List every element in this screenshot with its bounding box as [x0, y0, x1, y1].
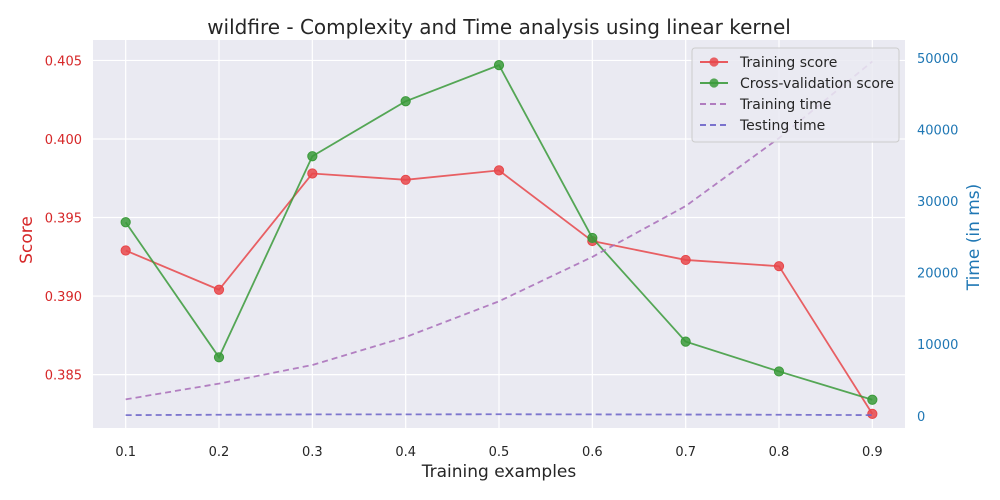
series-cross-validation-score: [120, 60, 878, 405]
x-tick-label: 0.7: [675, 445, 696, 460]
y-right-tick-label: 10000: [917, 338, 958, 353]
legend-box: [691, 47, 900, 143]
x-tick-label: 0.2: [209, 445, 230, 460]
data-point: [307, 151, 318, 162]
x-axis-label: Training examples: [421, 462, 577, 482]
y-left-tick-label: 0.390: [45, 290, 82, 305]
x-tick-label: 0.8: [769, 445, 790, 460]
data-point: [587, 232, 598, 244]
x-tick-labels: 0.1 0.2 0.3 0.4 0.5 0.6 0.7 0.8 0.9: [115, 445, 882, 460]
legend-label: Testing time: [739, 118, 825, 134]
y-right-tick-label: 50000: [917, 52, 958, 67]
series-layer: [120, 60, 878, 419]
series-training-score: [120, 165, 878, 419]
y-right-tick-label: 0: [917, 410, 925, 425]
legend-marker: [709, 78, 719, 88]
series-training-time: [125, 60, 873, 401]
data-point: [400, 174, 411, 185]
legend-marker: [709, 57, 719, 67]
data-point: [307, 168, 318, 179]
x-tick-label: 0.4: [395, 445, 416, 460]
y-right-tick-label: 20000: [917, 267, 958, 282]
y-right-tick-label: 30000: [917, 195, 958, 210]
data-point: [120, 245, 131, 256]
legend-label: Training score: [739, 55, 837, 71]
y-right-axis-label: Time (in ms): [964, 184, 984, 292]
data-point: [773, 261, 785, 272]
data-point: [493, 165, 505, 176]
y-right-tick-label: 40000: [917, 123, 958, 138]
grid: [93, 40, 905, 428]
legend-item: Testing time: [700, 118, 825, 134]
x-tick-label: 0.6: [582, 445, 603, 460]
y-left-tick-label: 0.400: [45, 133, 82, 148]
legend-label: Training time: [739, 97, 831, 113]
legend: Training score Cross-validation score Trai…: [691, 47, 900, 143]
data-point: [400, 96, 411, 107]
x-tick-label: 0.3: [302, 445, 323, 460]
data-point: [773, 366, 785, 377]
legend-item: Training time: [700, 97, 831, 113]
y-left-tick-label: 0.395: [45, 212, 82, 227]
legend-item: Training score: [700, 55, 837, 71]
y-left-tick-label: 0.405: [45, 54, 82, 69]
data-point: [213, 352, 225, 363]
legend-item: Cross-validation score: [700, 76, 894, 92]
y-left-tick-labels: 0.385 0.390 0.395 0.400 0.405: [45, 54, 82, 383]
y-left-tick-label: 0.385: [45, 369, 82, 384]
data-point: [493, 60, 505, 71]
series-line: [125, 60, 873, 401]
y-right-tick-labels: 0 10000 20000 30000 40000 50000: [917, 52, 958, 425]
data-point: [680, 254, 691, 266]
data-point: [680, 336, 691, 347]
data-point: [213, 284, 225, 295]
data-point: [120, 217, 131, 228]
x-tick-label: 0.5: [489, 445, 510, 460]
series-testing-time: [125, 413, 873, 417]
x-tick-label: 0.9: [862, 445, 883, 460]
data-point: [867, 408, 878, 419]
legend-label: Cross-validation score: [740, 76, 894, 92]
chart-title: wildfire - Complexity and Time analysis …: [207, 15, 791, 39]
y-left-axis-label: Score: [17, 216, 37, 264]
x-tick-label: 0.1: [115, 445, 136, 460]
series-line: [125, 413, 873, 417]
data-point: [867, 394, 878, 405]
